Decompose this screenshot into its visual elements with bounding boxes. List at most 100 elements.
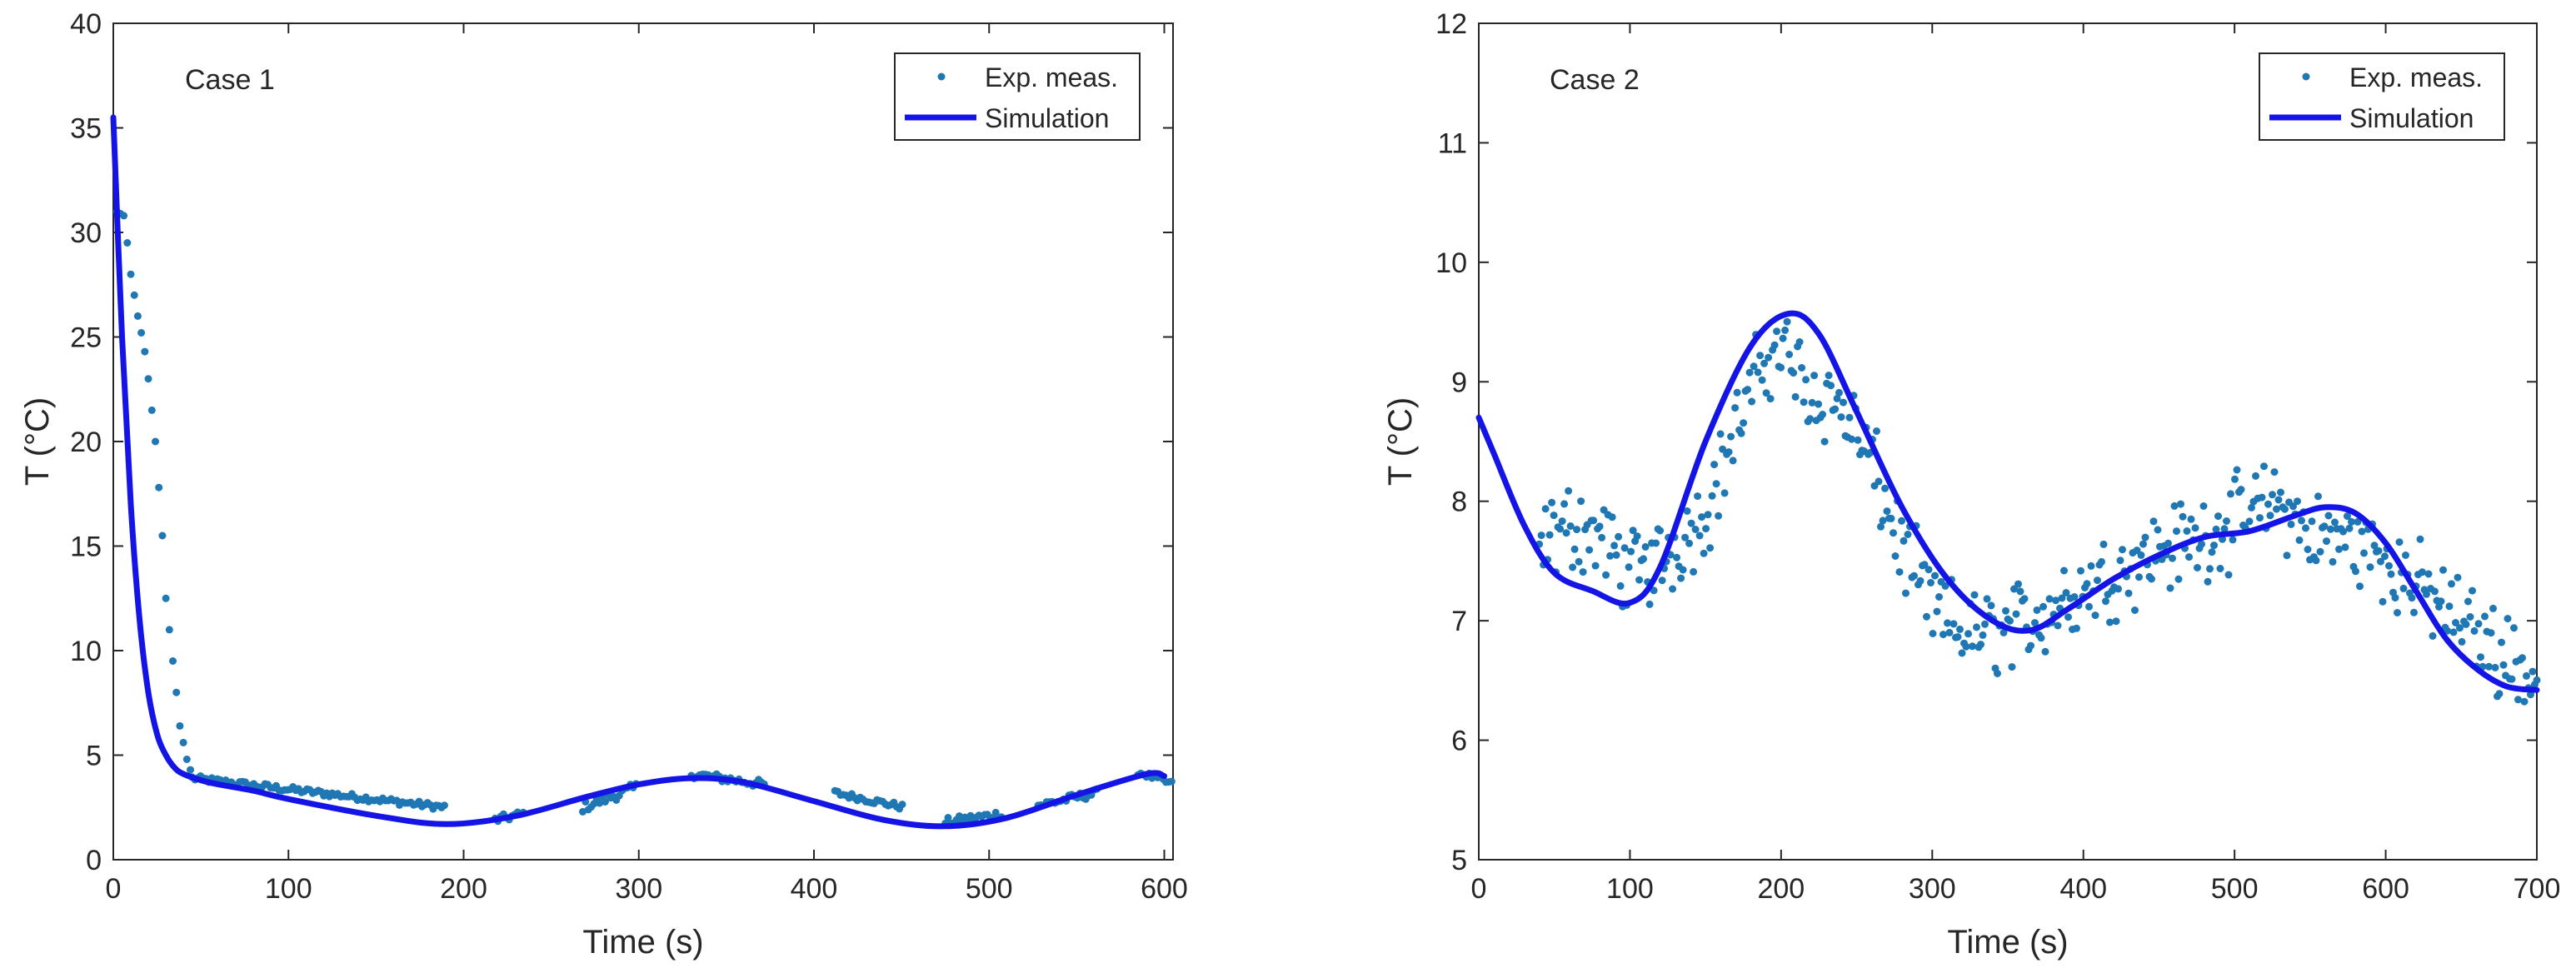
measurement-point xyxy=(1698,513,1706,521)
x-tick-label: 400 xyxy=(791,873,838,905)
chart-case-1: 0 100 200 300 400 500 600 0 5 10 15 20 25 30 35 40 Case… xyxy=(19,8,1188,961)
measurement-point xyxy=(2102,597,2109,606)
measurement-point xyxy=(2466,613,2474,621)
measurement-point xyxy=(1708,491,1716,500)
measurement-point xyxy=(2191,524,2199,532)
measurement-point xyxy=(2495,690,2504,698)
measurement-point xyxy=(2402,551,2409,559)
measurement-point xyxy=(1704,511,1712,519)
measurement-point xyxy=(2529,667,2537,676)
measurement-point xyxy=(2458,637,2466,646)
measurement-point xyxy=(1556,525,1565,533)
measurement-point xyxy=(1550,511,1558,520)
x-tick-label: 100 xyxy=(265,873,312,905)
measurement-point xyxy=(2381,552,2389,561)
measurement-point xyxy=(1635,576,1644,584)
measurement-point xyxy=(147,406,156,414)
measurement-point xyxy=(1712,480,1720,488)
measurement-point xyxy=(2312,556,2320,565)
measurement-point xyxy=(1679,566,1687,574)
measurement-point xyxy=(2445,602,2454,611)
measurement-point xyxy=(2410,608,2418,616)
measurement-point xyxy=(1610,541,1619,550)
measurement-point xyxy=(1800,398,1808,407)
measurement-point xyxy=(2204,577,2212,586)
measurement-point xyxy=(2287,520,2295,528)
measurement-point xyxy=(1606,551,1615,560)
measurement-point xyxy=(2198,540,2205,548)
measurement-point xyxy=(2374,546,2383,555)
measurement-point xyxy=(2424,570,2433,578)
measurement-point xyxy=(2008,663,2016,671)
measurement-point xyxy=(2177,500,2184,508)
measurement-point xyxy=(1785,351,1794,358)
measurement-point xyxy=(1887,514,1895,522)
legend-box xyxy=(894,52,1141,141)
measurement-point xyxy=(2470,626,2479,635)
measurement-point xyxy=(141,347,149,356)
measurement-point xyxy=(1848,435,1855,443)
measurement-point xyxy=(2256,514,2264,522)
measurement-point xyxy=(2269,491,2276,499)
measurement-point xyxy=(2223,517,2230,525)
measurement-point xyxy=(179,738,187,746)
measurement-point xyxy=(1949,620,1958,628)
measurement-point xyxy=(2277,488,2284,496)
measurement-point xyxy=(1167,777,1176,786)
x-tick-label: 0 xyxy=(1471,873,1487,905)
measurement-point xyxy=(2033,606,2041,614)
measurement-point xyxy=(1625,563,1633,571)
measurement-point xyxy=(2431,587,2439,596)
measurement-point xyxy=(1810,372,1819,380)
measurement-point xyxy=(1725,448,1733,457)
measurement-point xyxy=(2514,696,2522,704)
measurement-point xyxy=(1579,568,1587,576)
measurement-point xyxy=(1733,388,1741,397)
axis-ticks: 0 100 200 300 400 500 600 700 5 6 7 8 9 10 11 12 xyxy=(1435,8,2560,905)
measurement-point xyxy=(1727,432,1735,441)
measurement-point xyxy=(2314,492,2322,501)
measurement-point xyxy=(2331,518,2339,526)
measurement-point xyxy=(2141,533,2149,541)
measurement-point xyxy=(2327,525,2334,533)
measurement-point xyxy=(2245,517,2254,526)
measurement-point xyxy=(2187,515,2195,523)
measurement-point xyxy=(2387,570,2395,578)
measurement-point xyxy=(1819,411,1827,418)
measurement-point xyxy=(1744,386,1752,394)
measurement-point xyxy=(1977,641,1984,649)
measurement-point xyxy=(898,801,906,809)
measurement-point xyxy=(2012,610,2020,618)
measurement-point xyxy=(187,766,194,774)
measurement-point xyxy=(1677,574,1685,582)
measurement-point xyxy=(2208,548,2216,556)
measurement-point xyxy=(2099,540,2108,548)
measurement-point xyxy=(2224,571,2233,579)
measurement-point xyxy=(1954,633,1962,641)
measurement-point xyxy=(1877,522,1885,531)
measurement-point xyxy=(2499,661,2508,669)
measurement-point xyxy=(1577,497,1585,506)
x-tick-label: 100 xyxy=(1606,873,1654,905)
measurement-point xyxy=(2037,634,2045,642)
case-label: Case 1 xyxy=(185,64,275,96)
measurement-point xyxy=(1981,620,1989,628)
measurement-point xyxy=(1845,413,1854,422)
measurement-point xyxy=(1831,405,1840,413)
measurement-point xyxy=(1673,553,1681,561)
measurement-point xyxy=(2116,556,2124,565)
measurement-point xyxy=(2073,624,2080,632)
measurement-point xyxy=(1565,487,1573,495)
x-tick-label: 500 xyxy=(2211,873,2259,905)
measurement-point xyxy=(2016,587,2024,596)
measurement-point xyxy=(2456,624,2464,632)
x-tick-label: 300 xyxy=(615,873,662,905)
measurement-point xyxy=(1658,576,1666,585)
measurement-point xyxy=(1979,631,1987,639)
y-tick-label: 10 xyxy=(1435,247,1467,279)
y-tick-label: 6 xyxy=(1451,726,1467,757)
measurement-point xyxy=(130,291,138,299)
measurement-point xyxy=(1608,513,1616,521)
measurement-point xyxy=(1562,529,1570,537)
